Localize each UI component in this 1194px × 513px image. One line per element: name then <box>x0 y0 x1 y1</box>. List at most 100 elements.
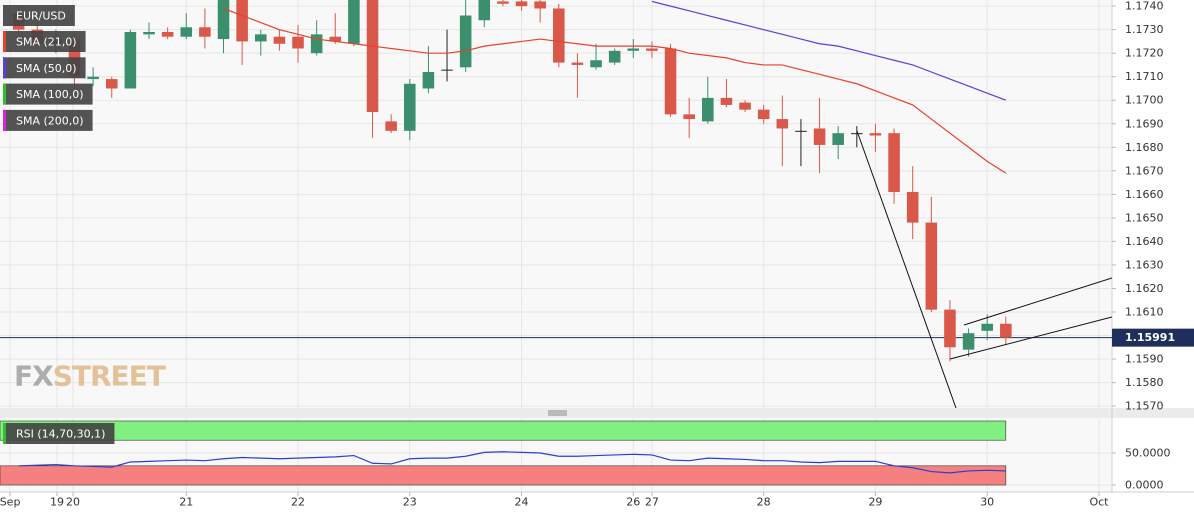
y-tick-label: 1.1610 <box>1125 306 1164 319</box>
candle-body <box>608 50 621 63</box>
candle-body <box>292 36 304 49</box>
legend-box <box>3 83 93 105</box>
y-tick-label: 0.0000 <box>1125 479 1164 492</box>
x-tick-label: 20 <box>66 496 80 509</box>
legend-swatch <box>3 83 6 105</box>
legend-label: EUR/USD <box>16 10 66 23</box>
candle-body <box>497 1 509 4</box>
y-tick-label: 1.1630 <box>1125 258 1164 271</box>
candle-body <box>813 128 826 145</box>
watermark-text: STREET <box>53 360 166 393</box>
x-tick-label: 22 <box>291 496 305 509</box>
last-price-box <box>1112 328 1194 347</box>
candle-body <box>553 8 565 63</box>
candle-body <box>180 27 193 37</box>
x-tick-label: 23 <box>403 496 417 509</box>
x-tick-label: Sep <box>0 496 20 509</box>
candle-body <box>478 0 491 21</box>
legend-swatch <box>3 31 6 52</box>
x-tick-label: 21 <box>179 496 193 509</box>
watermark: FX STREET <box>14 360 167 393</box>
legend-box <box>3 109 93 131</box>
legend-label: SMA (100,0) <box>16 88 84 101</box>
x-tick-label: Oct <box>1089 496 1109 509</box>
x-tick-label: 27 <box>645 496 659 509</box>
legend-item: SMA (50,0) <box>3 57 86 79</box>
rsi-line <box>18 451 1006 474</box>
candle-body <box>1000 323 1012 338</box>
candle-body <box>869 133 882 136</box>
candle-body <box>851 133 863 135</box>
candle-body <box>143 32 155 35</box>
candle-body <box>273 36 286 44</box>
candle-body <box>348 0 360 44</box>
candle-body <box>888 133 900 192</box>
y-tick-label: 1.1660 <box>1125 188 1164 201</box>
candle-body <box>590 60 602 68</box>
legend-swatch <box>3 57 6 79</box>
candle-body <box>515 1 528 7</box>
y-tick-label: 1.1570 <box>1125 400 1164 413</box>
legend-box <box>3 5 75 26</box>
x-tick-label: 24 <box>515 496 529 509</box>
candle-body <box>739 102 751 110</box>
sma-line <box>223 7 1007 174</box>
candle-body <box>329 36 342 42</box>
y-tick-label: 1.1580 <box>1125 376 1164 389</box>
y-tick-label: 1.1670 <box>1125 164 1164 177</box>
y-tick-label: 1.1740 <box>1125 0 1164 13</box>
x-tick-label: 28 <box>757 496 771 509</box>
main-plot-area <box>0 0 1112 408</box>
rsi-label: RSI (14,70,30,1) <box>3 423 115 444</box>
legend-item: EUR/USD <box>3 5 75 26</box>
y-tick-label: 1.1620 <box>1125 282 1164 295</box>
candle-body <box>757 109 770 120</box>
legend-item: SMA (21,0) <box>3 31 86 52</box>
candle-body <box>459 15 472 68</box>
candle-body <box>925 222 938 310</box>
sma-line <box>651 0 1007 101</box>
legend-item: SMA (100,0) <box>3 83 93 105</box>
y-tick-label: 1.1690 <box>1125 117 1164 130</box>
legend-label: RSI (14,70,30,1) <box>16 428 105 441</box>
candle-body <box>683 114 695 120</box>
candle-body <box>776 119 789 129</box>
candle-body <box>664 48 677 115</box>
legend-box <box>3 423 115 444</box>
candle-body <box>832 133 844 145</box>
candle-body <box>87 76 99 80</box>
panel-separator <box>0 408 1194 418</box>
x-tick-label: 26 <box>626 496 640 509</box>
candle-body <box>404 83 416 131</box>
candle-body <box>702 97 714 122</box>
y-tick-label: 1.1640 <box>1125 235 1164 248</box>
candle-body <box>366 0 379 113</box>
candle-body <box>310 34 323 54</box>
candle-body <box>236 0 248 42</box>
candle-body <box>441 69 453 71</box>
candle-body <box>962 333 975 350</box>
candle-body <box>199 27 211 37</box>
y-tick-label: 1.1700 <box>1125 94 1164 107</box>
candle-body <box>646 48 658 51</box>
trend-lines <box>856 130 1112 408</box>
legend-item: SMA (200,0) <box>3 109 93 131</box>
legend-label: SMA (200,0) <box>16 114 84 127</box>
rsi-band <box>0 465 1007 486</box>
candle-body <box>906 192 919 223</box>
legend-label: SMA (21,0) <box>16 36 77 49</box>
legend-box <box>3 31 86 52</box>
candle-body <box>422 72 435 89</box>
x-tick-label: 29 <box>868 496 882 509</box>
legend-label: SMA (50,0) <box>16 62 77 75</box>
y-tick-label: 1.1730 <box>1125 23 1164 36</box>
watermark-text: FX <box>14 360 54 393</box>
resize-handle[interactable] <box>548 410 567 416</box>
y-tick-label: 1.1650 <box>1125 211 1164 224</box>
y-tick-label: 1.1590 <box>1125 353 1164 366</box>
rsi-band <box>0 420 1007 441</box>
candle-body <box>385 121 397 131</box>
legend-swatch <box>3 109 6 131</box>
